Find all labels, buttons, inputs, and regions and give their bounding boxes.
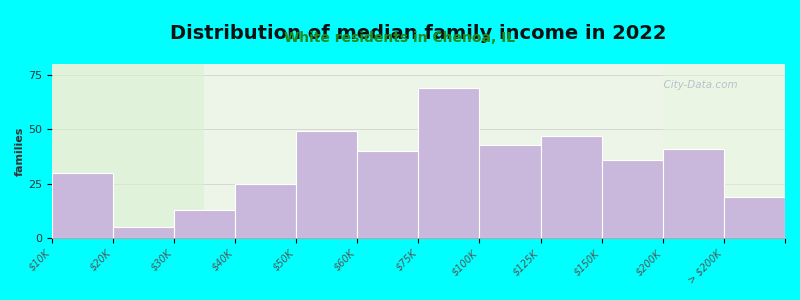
Bar	[357, 151, 418, 238]
Bar	[724, 197, 785, 238]
Bar	[479, 145, 541, 238]
Bar	[602, 160, 662, 238]
Bar	[296, 131, 357, 238]
Bar	[541, 136, 602, 238]
Y-axis label: families: families	[15, 126, 25, 176]
Bar	[113, 227, 174, 238]
Bar	[52, 64, 205, 238]
Bar	[662, 64, 785, 238]
Bar	[662, 149, 724, 238]
Title: Distribution of median family income in 2022: Distribution of median family income in …	[170, 24, 666, 43]
Bar	[52, 173, 113, 238]
Text: City-Data.com: City-Data.com	[657, 80, 738, 90]
Bar	[235, 184, 296, 238]
Bar	[418, 88, 479, 238]
Bar	[174, 210, 235, 238]
Text: White residents in Chenoa, IL: White residents in Chenoa, IL	[285, 32, 515, 46]
